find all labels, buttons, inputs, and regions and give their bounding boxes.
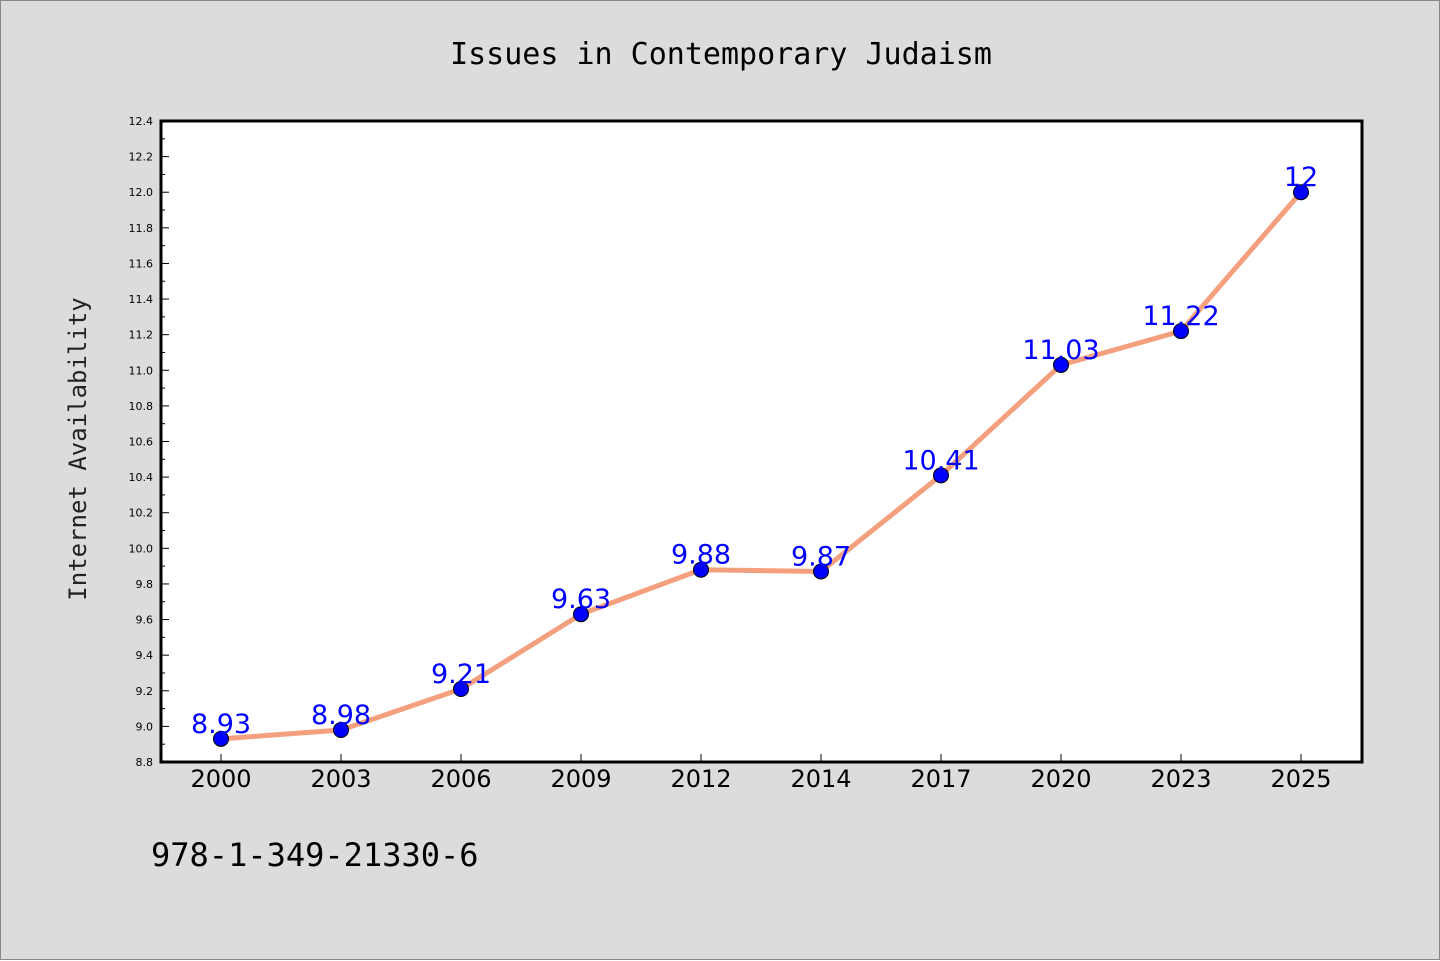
x-tick-label: 2009 — [550, 765, 611, 793]
y-axis: 8.8 9.0 9.2 9.4 9.6 9.8 10.0 10.2 10.4 10.6 10.8 11… — [129, 115, 169, 769]
y-tick-label: 9.6 — [136, 614, 154, 627]
y-tick-label: 11.0 — [129, 364, 154, 377]
data-label: 12 — [1284, 162, 1318, 193]
data-label: 9.88 — [671, 540, 731, 571]
y-tick-label: 9.2 — [136, 685, 154, 698]
data-label: 8.98 — [311, 700, 371, 731]
y-tick-label: 11.8 — [129, 222, 154, 235]
chart-title: Issues in Contemporary Judaism — [450, 37, 992, 72]
y-tick-label: 8.8 — [136, 756, 154, 769]
x-tick-label: 2020 — [1030, 765, 1091, 793]
plot-area — [159, 119, 1364, 764]
y-tick-label: 9.8 — [136, 578, 154, 591]
x-tick-label: 2006 — [430, 765, 491, 793]
y-tick-label: 9.0 — [136, 720, 154, 733]
data-point-marker — [1053, 356, 1069, 373]
data-label: 11.03 — [1022, 335, 1099, 366]
data-label: 9.63 — [551, 584, 611, 615]
y-tick-label: 10.4 — [129, 471, 154, 484]
y-tick-label: 12.0 — [129, 186, 154, 199]
x-tick-label: 2012 — [670, 765, 731, 793]
series-line — [218, 189, 1304, 742]
x-tick-label: 2017 — [910, 765, 971, 793]
data-label: 9.87 — [791, 541, 851, 572]
data-point-marker — [933, 467, 949, 484]
markers-group — [213, 184, 1309, 747]
y-tick-label: 9.4 — [136, 649, 154, 662]
data-labels-group: 8.93 8.98 9.21 9.63 9.88 9.87 10.41 11.03 11.22 1… — [191, 162, 1318, 740]
y-tick-label: 11.4 — [129, 293, 154, 306]
x-axis: 2000 2003 2006 2009 2012 2014 2017 2020 2023 2025 — [190, 754, 1332, 793]
data-point-marker — [813, 563, 829, 580]
x-tick-label: 2000 — [190, 765, 251, 793]
series-line-group — [218, 189, 1304, 742]
y-tick-label: 12.4 — [129, 115, 154, 128]
isbn-footer: 978-1-349-21330-6 — [151, 836, 479, 874]
data-label: 10.41 — [902, 445, 979, 476]
data-point-marker — [333, 721, 349, 738]
data-point-marker — [573, 606, 589, 623]
data-point-marker — [1293, 184, 1309, 201]
data-label: 8.93 — [191, 709, 251, 740]
y-tick-label: 11.6 — [129, 257, 154, 270]
y-tick-label: 10.8 — [129, 400, 154, 413]
data-label: 11.22 — [1142, 301, 1219, 332]
x-tick-label: 2025 — [1270, 765, 1331, 793]
y-tick-label: 10.0 — [129, 542, 154, 555]
x-tick-label: 2014 — [790, 765, 851, 793]
data-point-marker — [1173, 323, 1189, 340]
y-tick-label: 11.2 — [129, 329, 154, 342]
x-tick-label: 2003 — [310, 765, 371, 793]
x-tick-label: 2023 — [1150, 765, 1211, 793]
data-point-marker — [693, 561, 709, 578]
data-point-marker — [213, 730, 229, 747]
data-label: 9.21 — [431, 659, 491, 690]
y-tick-label: 10.6 — [129, 436, 154, 449]
y-tick-label: 10.2 — [129, 507, 154, 520]
y-tick-label: 12.2 — [129, 151, 154, 164]
y-axis-label: Internet Availability — [64, 297, 92, 600]
data-point-marker — [453, 680, 469, 697]
